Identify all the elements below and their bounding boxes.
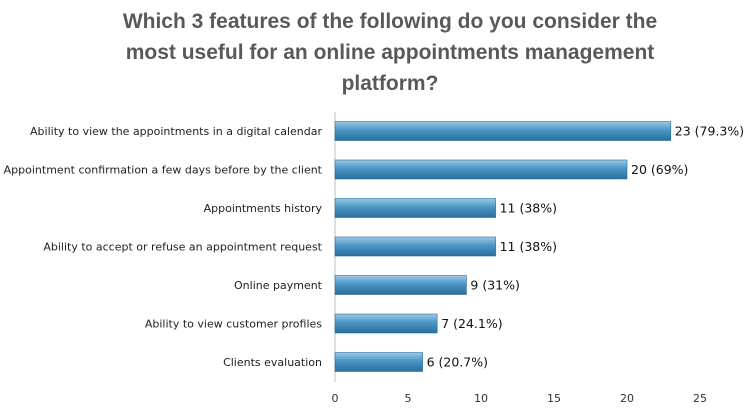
data-label: 20 (69%) [631, 162, 688, 177]
data-label: 11 (38%) [500, 239, 557, 254]
category-label: Ability to view the appointments in a di… [30, 125, 322, 138]
data-label: 7 (24.1%) [441, 316, 502, 331]
category-label: Online payment [234, 279, 323, 292]
category-label: Ability to accept or refuse an appointme… [43, 241, 322, 254]
x-tick-label: 0 [332, 392, 339, 405]
x-tick-label: 20 [620, 392, 634, 405]
bar [334, 159, 628, 180]
chart-title-line-2: most useful for an online appointments m… [125, 41, 655, 64]
data-label: 6 (20.7%) [427, 355, 488, 370]
bar [334, 236, 496, 257]
x-tick-label: 10 [474, 392, 488, 405]
category-label: Appointments history [204, 202, 323, 215]
category-label: Clients evaluation [223, 356, 322, 369]
plot-area: Ability to view the appointments in a di… [4, 112, 744, 405]
x-tick-label: 25 [693, 392, 707, 405]
category-label: Ability to view customer profiles [145, 318, 322, 331]
chart-title: Which 3 features of the following do you… [60, 6, 720, 99]
chart-title-line-1: Which 3 features of the following do you… [122, 10, 658, 33]
category-label: Appointment confirmation a few days befo… [4, 164, 323, 177]
data-label: 23 (79.3%) [675, 124, 744, 139]
data-label: 9 (31%) [470, 278, 519, 293]
chart-title-line-3: platform? [341, 72, 439, 95]
bar [334, 313, 438, 334]
bar [334, 198, 496, 218]
x-tick-label: 15 [547, 392, 561, 405]
bar [334, 121, 672, 141]
x-tick-label: 5 [405, 392, 412, 405]
bar [334, 352, 423, 372]
bar [334, 275, 467, 295]
data-label: 11 (38%) [500, 201, 557, 216]
